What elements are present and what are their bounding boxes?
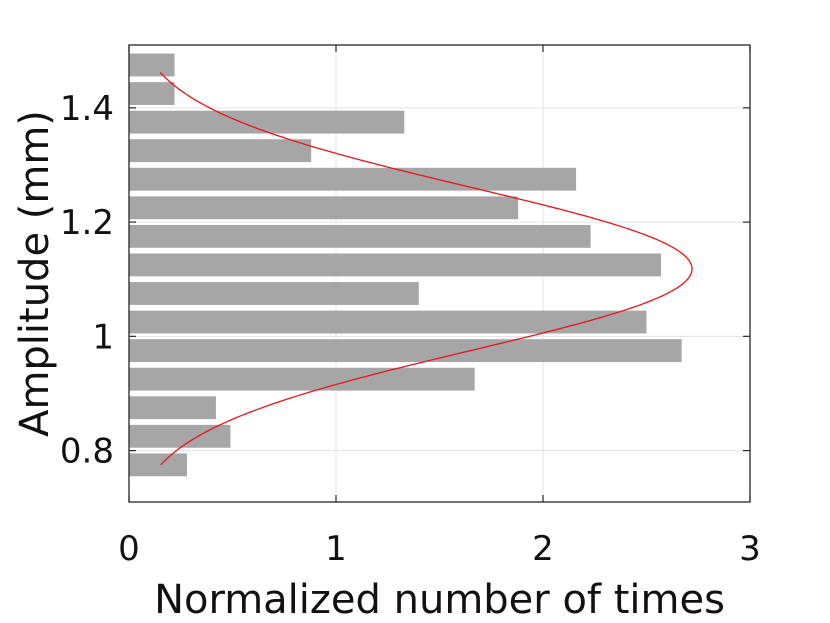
x-tick-label: 3 <box>739 529 761 569</box>
tick-marks <box>128 45 751 502</box>
x-tick-labels: 0 1 2 3 <box>118 529 761 569</box>
y-tick-label: 1 <box>92 317 114 357</box>
y-tick-labels: 0.8 1 1.2 1.4 <box>60 89 114 472</box>
x-tick-label: 2 <box>532 529 554 569</box>
y-tick-label: 1.2 <box>60 203 114 243</box>
histogram-bar <box>129 196 519 220</box>
histogram-bars <box>129 53 682 477</box>
histogram-bar <box>129 396 216 420</box>
y-axis-label: Amplitude (mm) <box>12 110 58 437</box>
histogram-bar <box>129 110 405 134</box>
histogram-bar <box>129 424 231 448</box>
x-tick-label: 1 <box>325 529 347 569</box>
histogram-bar <box>129 253 661 277</box>
histogram-bar <box>129 224 591 248</box>
histogram-bar <box>129 82 175 105</box>
histogram-bar <box>129 53 175 77</box>
histogram-bar <box>129 453 187 477</box>
fit-curve <box>159 71 693 466</box>
y-tick-label: 0.8 <box>60 432 114 472</box>
histogram-bar <box>129 310 647 334</box>
x-tick-label: 0 <box>118 529 140 569</box>
histogram-bar <box>129 167 577 191</box>
y-tick-label: 1.4 <box>60 89 114 129</box>
fit-curve-group <box>159 71 693 466</box>
histogram-bar <box>129 367 475 391</box>
x-axis-label: Normalized number of times <box>154 577 725 623</box>
histogram-bar <box>129 139 312 163</box>
plot-frame <box>128 44 751 503</box>
histogram-bar <box>129 339 682 363</box>
histogram-bar <box>129 282 419 305</box>
